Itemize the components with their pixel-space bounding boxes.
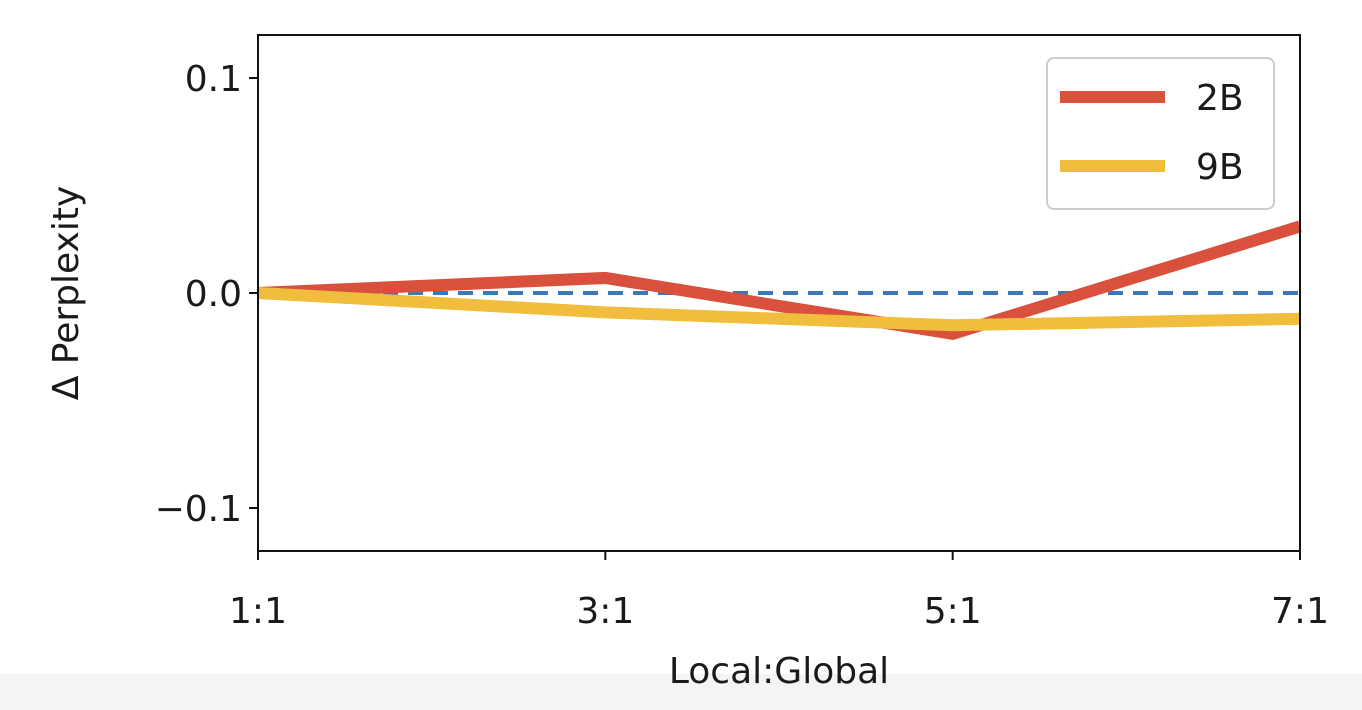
y-tick-label: −0.1: [155, 489, 242, 530]
series-line-9b: [257, 287, 1301, 332]
x-tick-label: 1:1: [229, 591, 287, 632]
y-axis-label: Δ Perplexity: [46, 186, 87, 401]
x-axis-ticks: 1:1 3:1 5:1 7:1: [229, 551, 1329, 632]
bottom-strip: [0, 674, 1362, 710]
x-tick-label: 5:1: [924, 591, 982, 632]
plot-layer: [257, 220, 1302, 340]
legend-label-9b: 9B: [1196, 147, 1244, 188]
legend: 2B 9B: [1046, 57, 1275, 210]
y-axis-ticks: −0.1 0.0 0.1: [155, 59, 258, 530]
x-tick-label: 7:1: [1271, 591, 1329, 632]
x-axis-label: Local:Global: [669, 651, 889, 692]
y-tick-label: 0.1: [185, 59, 242, 100]
x-tick-label: 3:1: [576, 591, 634, 632]
y-tick-label: 0.0: [185, 274, 242, 315]
legend-label-2b: 2B: [1196, 78, 1244, 119]
series-line-2b: [257, 220, 1302, 340]
